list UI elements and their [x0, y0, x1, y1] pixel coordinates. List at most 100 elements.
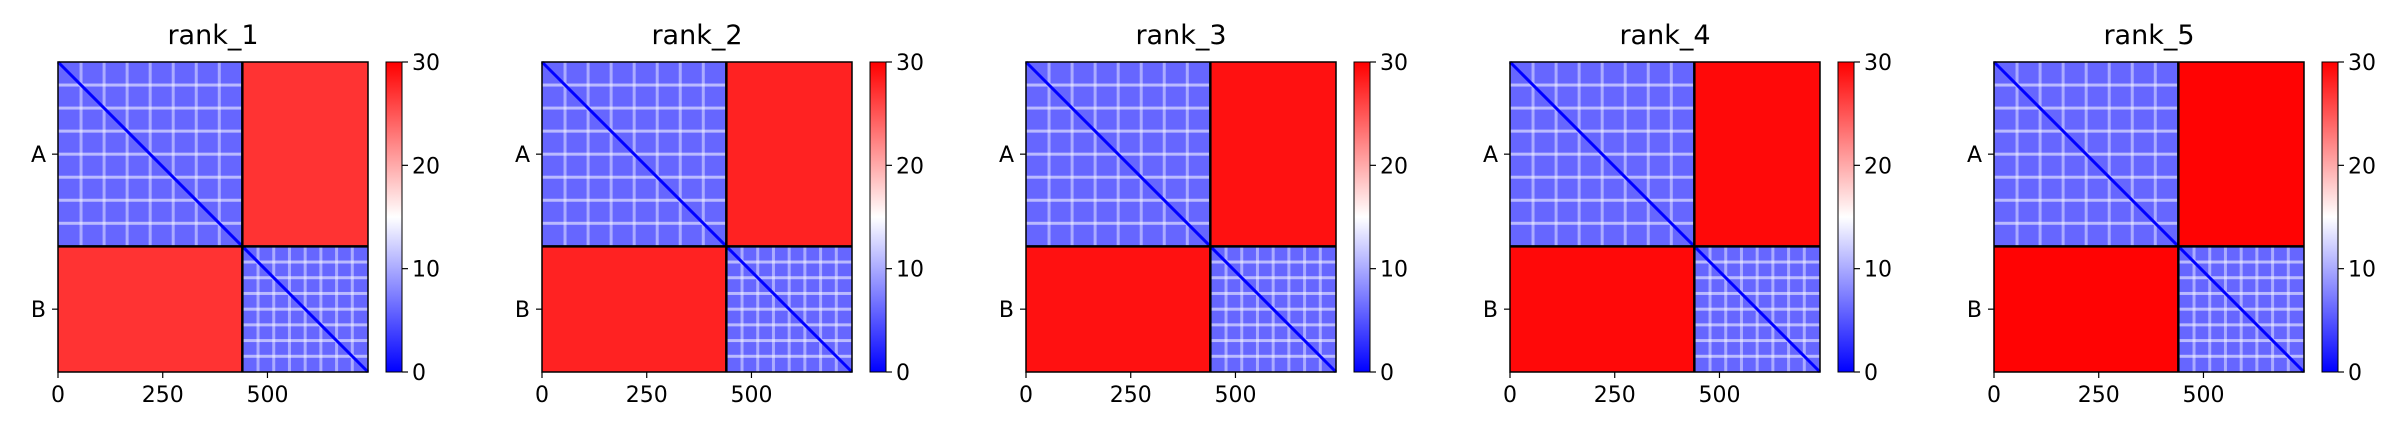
intra-chain-stripe	[1210, 339, 1336, 343]
intra-chain-stripe	[1026, 175, 1211, 179]
intra-chain-stripe	[1510, 175, 1695, 179]
colorbar	[1837, 61, 1855, 373]
pae-diagonal	[1024, 60, 1338, 374]
intra-chain-stripe	[1210, 276, 1336, 280]
intra-chain-stripe	[678, 62, 682, 247]
block-A-B	[1694, 62, 1820, 247]
intra-chain-stripe	[58, 106, 243, 110]
colorbar	[1353, 61, 1371, 373]
intra-chain-stripe	[58, 175, 243, 179]
block-A-B	[726, 62, 852, 247]
colorbar-tick-label: 20	[1380, 154, 1408, 179]
intra-chain-stripe	[242, 260, 368, 264]
intra-chain-stripe	[1802, 246, 1806, 372]
block-A-B	[242, 62, 368, 247]
intra-chain-stripe	[726, 291, 852, 295]
colorbar-tick-label: 30	[1380, 51, 1408, 76]
pae-diagonal	[1992, 60, 2306, 374]
intra-chain-stripe	[1694, 323, 1820, 327]
colorbar-tick-label: 20	[2348, 154, 2376, 179]
intra-chain-stripe	[58, 129, 243, 133]
colorbar-tick-label: 0	[412, 361, 426, 386]
colorbar-tick-label: 10	[2348, 258, 2376, 283]
colorbar-tick-label: 30	[412, 51, 440, 76]
pae-heatmap	[540, 60, 854, 374]
intra-chain-stripe	[1026, 129, 1211, 133]
intra-chain-stripe	[1694, 276, 1820, 280]
intra-chain-stripe	[726, 323, 852, 327]
intra-chain-stripe	[58, 83, 243, 87]
colorbar-tick-label: 20	[1864, 154, 1892, 179]
xtick-label: 0	[535, 383, 549, 408]
xtick-label: 0	[51, 383, 65, 408]
intra-chain-stripe	[834, 246, 838, 372]
block-B-A	[58, 246, 243, 372]
intra-chain-stripe	[726, 276, 852, 280]
intra-chain-stripe	[1287, 246, 1291, 372]
pae-diagonal	[1508, 60, 1822, 374]
colorbar-tick-label: 0	[896, 361, 910, 386]
intra-chain-stripe	[1210, 260, 1336, 264]
chain-label: A	[515, 143, 530, 168]
intra-chain-stripe	[1694, 354, 1820, 358]
xtick-label: 500	[730, 383, 772, 408]
panel-rank_2: rank_2 A B 0 250 500 0 10 20 30	[515, 20, 924, 408]
intra-chain-stripe	[1994, 129, 2179, 133]
intra-chain-stripe	[726, 260, 852, 264]
intra-chain-stripe	[194, 62, 198, 247]
panel-title: rank_5	[2103, 20, 2194, 51]
intra-chain-stripe	[242, 354, 368, 358]
colorbar-tick-label: 0	[2348, 361, 2362, 386]
chain-label: B	[31, 298, 46, 323]
intra-chain-stripe	[1994, 106, 2179, 110]
intra-chain-stripe	[2178, 339, 2304, 343]
intra-chain-stripe	[1303, 246, 1307, 372]
pae-diagonal	[56, 60, 370, 374]
intra-chain-stripe	[1510, 221, 1695, 225]
intra-chain-stripe	[726, 354, 852, 358]
xtick-label: 250	[1594, 383, 1636, 408]
block-B-A	[1994, 246, 2179, 372]
colorbar-tick-label: 30	[896, 51, 924, 76]
pae-diagonal	[540, 60, 854, 374]
intra-chain-stripe	[1994, 83, 2179, 87]
intra-chain-stripe	[242, 276, 368, 280]
intra-chain-stripe	[1026, 83, 1211, 87]
intra-chain-stripe	[1694, 291, 1820, 295]
intra-chain-stripe	[1139, 62, 1143, 247]
block-B-A	[542, 246, 727, 372]
intra-chain-stripe	[1510, 198, 1695, 202]
axes-frame	[1509, 61, 1821, 373]
intra-chain-stripe	[803, 246, 807, 372]
block-A-B	[2178, 62, 2304, 247]
block-B-A	[1510, 246, 1695, 372]
axes-frame	[57, 61, 369, 373]
xtick-label: 0	[1987, 383, 2001, 408]
xtick-label: 500	[246, 383, 288, 408]
panel-title: rank_1	[167, 20, 258, 51]
intra-chain-stripe	[335, 246, 339, 372]
intra-chain-stripe	[701, 62, 705, 247]
chain-label: A	[31, 143, 46, 168]
intra-chain-stripe	[171, 62, 175, 247]
xtick-label: 250	[626, 383, 668, 408]
intra-chain-stripe	[1994, 175, 2179, 179]
pae-heatmap	[1508, 60, 1822, 374]
intra-chain-stripe	[2286, 246, 2290, 372]
panel-rank_5: rank_5 A B 0 250 500 0 10 20 30	[1967, 20, 2376, 408]
intra-chain-stripe	[1210, 291, 1336, 295]
xtick-label: 250	[2078, 383, 2120, 408]
intra-chain-stripe	[1694, 260, 1820, 264]
intra-chain-stripe	[1994, 198, 2179, 202]
intra-chain-stripe	[58, 221, 243, 225]
intra-chain-stripe	[319, 246, 323, 372]
intra-chain-stripe	[542, 175, 727, 179]
colorbar-tick-label: 30	[2348, 51, 2376, 76]
panel-title: rank_3	[1135, 20, 1226, 51]
intra-chain-stripe	[542, 198, 727, 202]
intra-chain-stripe	[1771, 246, 1775, 372]
intra-chain-stripe	[1694, 339, 1820, 343]
xtick-label: 250	[142, 383, 184, 408]
intra-chain-stripe	[542, 106, 727, 110]
